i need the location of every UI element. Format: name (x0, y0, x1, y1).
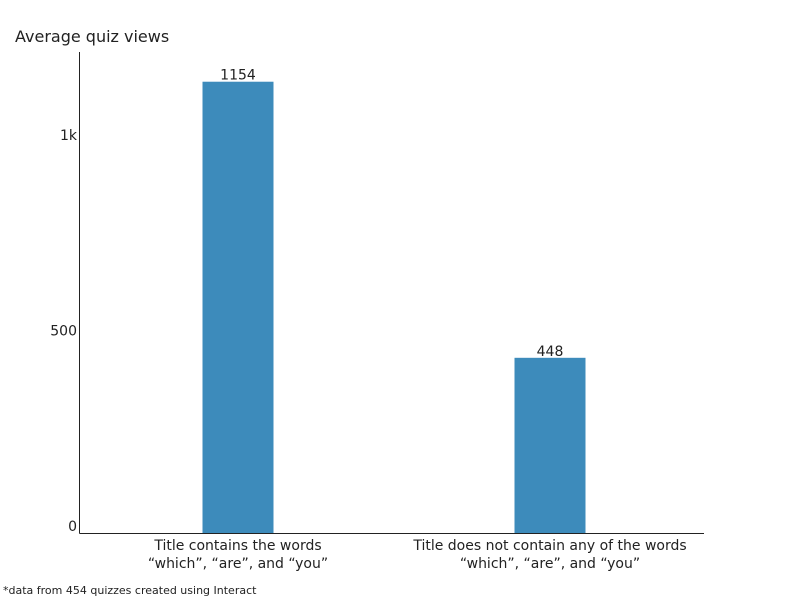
y-tick-label: 1k (60, 128, 78, 144)
bars (202, 81, 586, 533)
x-category-label-line: “which”, “are”, and “you” (148, 556, 328, 572)
bar (202, 81, 274, 533)
x-category-label-line: Title contains the words (153, 538, 321, 554)
x-category-label: Title contains the words “which”, “are”, … (148, 538, 328, 572)
y-axis-ticks: 0 500 1k (50, 128, 78, 535)
y-tick-label: 0 (68, 519, 77, 535)
x-category-label: Title does not contain any of the words “… (412, 538, 686, 572)
y-tick-label: 500 (50, 323, 77, 339)
bar-value-label: 1154 (220, 68, 256, 84)
bar (514, 357, 586, 533)
y-axis-title: Average quiz views (15, 27, 169, 46)
x-category-label-line: Title does not contain any of the words (412, 538, 686, 554)
bar-value-label: 448 (537, 344, 564, 360)
data-labels: 1154 448 (220, 68, 563, 360)
x-axis-categories: Title contains the words “which”, “are”, … (148, 538, 687, 572)
x-category-label-line: “which”, “are”, and “you” (460, 556, 640, 572)
footnote: *data from 454 quizzes created using Int… (3, 584, 257, 597)
